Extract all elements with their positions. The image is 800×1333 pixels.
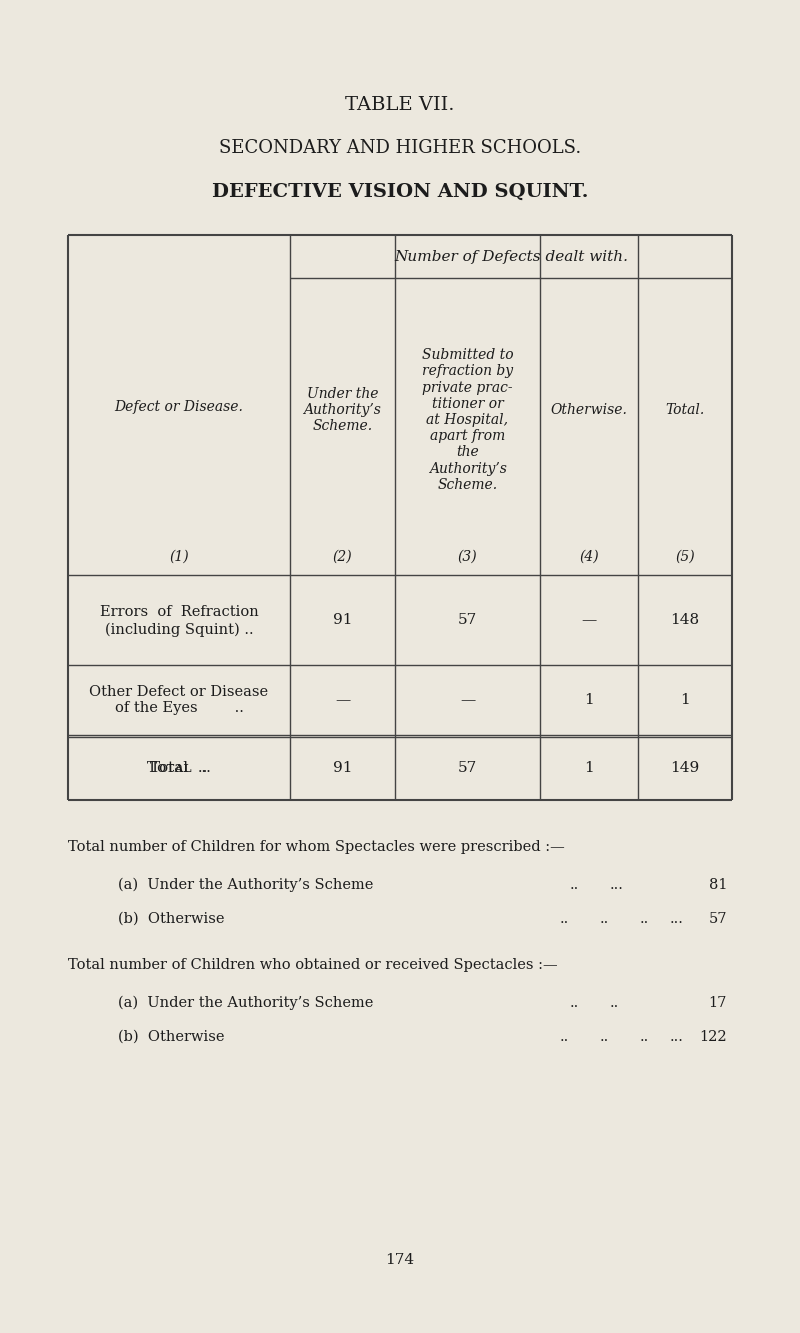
Text: (b)  Otherwise: (b) Otherwise: [118, 1030, 225, 1044]
Text: 81: 81: [709, 878, 727, 892]
Text: Total number of Children who obtained or received Spectacles :—: Total number of Children who obtained or…: [68, 958, 558, 972]
Text: (a)  Under the Authority’s Scheme: (a) Under the Authority’s Scheme: [118, 996, 374, 1010]
Text: Total  ..: Total ..: [150, 761, 208, 776]
Text: Number of Defects dealt with.: Number of Defects dealt with.: [394, 249, 628, 264]
Text: 149: 149: [670, 761, 700, 776]
Text: Total.: Total.: [666, 403, 705, 417]
Text: (4): (4): [579, 551, 599, 564]
Text: 17: 17: [709, 996, 727, 1010]
Text: (2): (2): [333, 551, 352, 564]
Text: ...: ...: [670, 912, 684, 926]
Text: Defect or Disease.: Defect or Disease.: [114, 400, 243, 413]
Text: ..: ..: [560, 1030, 570, 1044]
Text: 1: 1: [680, 693, 690, 706]
Text: (b)  Otherwise: (b) Otherwise: [118, 912, 225, 926]
Text: ...: ...: [610, 878, 624, 892]
Text: 122: 122: [699, 1030, 727, 1044]
Text: Tᴏᴛᴀʟ  ..: Tᴏᴛᴀʟ ..: [147, 761, 211, 776]
Text: 91: 91: [333, 613, 352, 627]
Text: 1: 1: [584, 761, 594, 776]
Text: ..: ..: [570, 996, 579, 1010]
Text: TABLE VII.: TABLE VII.: [346, 96, 454, 115]
Text: of the Eyes        ..: of the Eyes ..: [114, 701, 243, 714]
Text: ..: ..: [600, 912, 610, 926]
Text: ..: ..: [640, 912, 650, 926]
Text: Otherwise.: Otherwise.: [550, 403, 627, 417]
Text: DEFECTIVE VISION AND SQUINT.: DEFECTIVE VISION AND SQUINT.: [212, 183, 588, 201]
Text: Submitted to
refraction by
private prac-
titioner or
at Hospital,
apart from
the: Submitted to refraction by private prac-…: [422, 348, 514, 492]
Text: (a)  Under the Authority’s Scheme: (a) Under the Authority’s Scheme: [118, 878, 374, 892]
Text: ..: ..: [610, 996, 619, 1010]
Text: ..: ..: [640, 1030, 650, 1044]
Text: ...: ...: [670, 1030, 684, 1044]
Text: 1: 1: [584, 693, 594, 706]
Text: 174: 174: [386, 1253, 414, 1266]
Text: (5): (5): [675, 551, 695, 564]
Text: ..: ..: [560, 912, 570, 926]
Text: Other Defect or Disease: Other Defect or Disease: [90, 685, 269, 698]
Text: —: —: [460, 693, 475, 706]
Text: (3): (3): [458, 551, 478, 564]
Text: —: —: [582, 613, 597, 627]
Text: ..: ..: [600, 1030, 610, 1044]
Text: SECONDARY AND HIGHER SCHOOLS.: SECONDARY AND HIGHER SCHOOLS.: [219, 139, 581, 157]
Text: 91: 91: [333, 761, 352, 776]
Text: Total number of Children for whom Spectacles were prescribed :—: Total number of Children for whom Specta…: [68, 840, 565, 854]
Text: (1): (1): [169, 551, 189, 564]
Text: 57: 57: [458, 761, 477, 776]
Text: (including Squint) ..: (including Squint) ..: [105, 623, 254, 637]
Text: 57: 57: [458, 613, 477, 627]
Text: Errors  of  Refraction: Errors of Refraction: [100, 605, 258, 619]
Text: 57: 57: [709, 912, 727, 926]
Text: ..: ..: [570, 878, 579, 892]
Text: —: —: [335, 693, 350, 706]
Text: 148: 148: [670, 613, 699, 627]
Text: Under the
Authority’s
Scheme.: Under the Authority’s Scheme.: [303, 387, 382, 433]
